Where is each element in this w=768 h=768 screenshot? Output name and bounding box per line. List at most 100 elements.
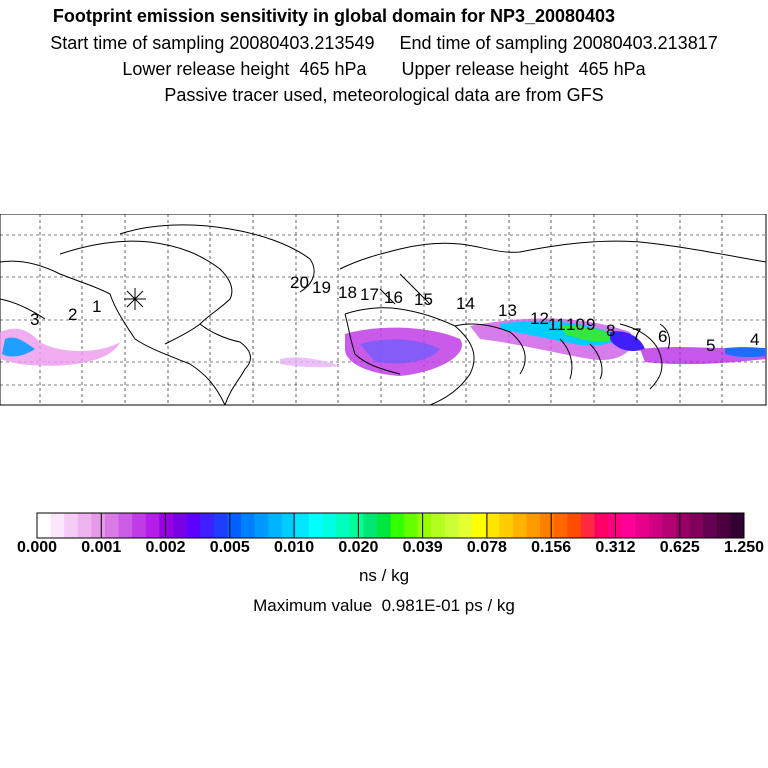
colorbar-swatch [472,513,487,538]
plume-west-pacific-core [725,347,766,358]
day-label: 1 [92,297,101,316]
day-label: 12 [530,309,549,328]
day-label: 11 [548,315,566,334]
colorbar-swatch [580,513,595,538]
colorbar-tick-label: 0.156 [531,539,572,556]
colorbar-swatch [295,513,310,538]
colorbar-tick-label: 0.078 [466,539,507,556]
day-label: 7 [632,325,641,344]
day-labels: 1 2 3 4 5 6 7 8 9 10 11 12 13 14 15 16 1… [30,273,759,355]
colorbar-swatch [404,513,419,538]
colorbar-swatch [91,513,106,538]
day-label: 15 [414,290,433,309]
colorbar-swatch [526,513,541,538]
day-label: 5 [706,336,715,355]
colorbar-swatch [390,513,405,538]
colorbar-swatch [553,513,568,538]
colorbar-swatch [662,513,677,538]
release-height-line: Lower release height 465 hPa Upper relea… [122,59,646,79]
colorbar-frame [36,512,745,539]
colorbar-swatch [186,513,201,538]
day-label: 20 [290,273,309,292]
colorbar-swatch [50,513,65,538]
tracer-info-line: Passive tracer used, meteorological data… [164,85,604,105]
colorbar-swatch [200,513,215,538]
colorbar-swatches [37,513,745,538]
map-frame [0,214,767,406]
maximum-value-text: Maximum value 0.981E-01 ps / kg [253,596,515,615]
world-map: 1 2 3 4 5 6 7 8 9 10 11 12 13 14 15 16 1… [0,214,767,406]
colorbar-swatch [118,513,133,538]
colorbar-swatch [254,513,269,538]
colorbar-swatch [77,513,92,538]
colorbar-tick-label: 1.250 [723,539,765,556]
plume-pacific-core [2,337,35,357]
release-point-marker [124,288,146,310]
sampling-time-line: Start time of sampling 20080403.213549 E… [50,33,718,53]
plume-sahara-core [360,339,440,364]
colorbar-dividers [100,513,681,538]
colorbar-tick-label: 0.010 [274,539,315,556]
day-label: 16 [384,288,403,307]
colorbar-swatch [104,513,120,538]
colorbar-swatch [621,513,636,538]
colorbar-swatch [349,513,364,538]
colorbar-swatch [37,513,52,538]
colorbar-unit: ns / kg [358,566,410,585]
colorbar-swatch [485,513,500,538]
day-label: 6 [658,327,667,346]
sensitivity-field [0,318,766,376]
colorbar-swatch [567,513,582,538]
day-label: 3 [30,310,39,329]
colorbar [36,512,745,539]
colorbar-swatch [730,513,745,538]
colorbar-swatch [444,513,459,538]
day-label: 19 [312,278,331,297]
colorbar-swatch [676,513,691,538]
colorbar-swatch [689,513,704,538]
colorbar-swatch [213,513,228,538]
day-label: 17 [360,285,379,304]
colorbar-swatch [540,513,555,538]
colorbar-swatch [268,513,283,538]
colorbar-tick-label: 0.625 [659,539,700,556]
plume-asia-peak [560,325,620,342]
colorbar-swatch [431,513,446,538]
colorbar-swatch [716,513,731,538]
colorbar-swatch [417,513,432,538]
day-label: 2 [68,305,77,324]
day-label: 4 [750,330,759,349]
colorbar-swatch [648,513,663,538]
colorbar-swatch [322,513,337,538]
colorbar-swatch [172,513,188,538]
colorbar-swatch [336,513,351,538]
colorbar-swatch [512,513,527,538]
colorbar-swatch [145,513,160,538]
day-label: 13 [498,301,517,320]
colorbar-tick-label: 0.001 [81,539,122,556]
day-label: 10 [566,315,585,334]
colorbar-tick-label: 0.000 [16,539,58,556]
colorbar-tick-label: 0.005 [209,539,250,556]
day-label: 18 [338,283,357,302]
colorbar-swatch [240,513,256,538]
colorbar-tick-label: 0.312 [595,539,636,556]
colorbar-swatch [159,513,174,538]
plume-atlantic [280,357,340,368]
plume-pacific-east [0,328,120,366]
colorbar-swatch [458,513,473,538]
colorbar-swatch [703,513,718,538]
colorbar-swatch [376,513,391,538]
colorbar-swatch [594,513,609,538]
colorbar-tick-label: 0.020 [338,539,379,556]
colorbar-tick-label: 0.002 [145,539,186,556]
colorbar-tick-label: 0.039 [402,539,443,556]
colorbar-swatch [308,513,324,538]
coastlines [0,224,767,406]
page-title: Footprint emission sensitivity in global… [52,6,616,26]
map-gridlines [0,214,766,405]
colorbar-swatch [363,513,378,538]
colorbar-swatch [499,513,514,538]
day-label: 14 [456,294,475,313]
colorbar-swatch [635,513,650,538]
